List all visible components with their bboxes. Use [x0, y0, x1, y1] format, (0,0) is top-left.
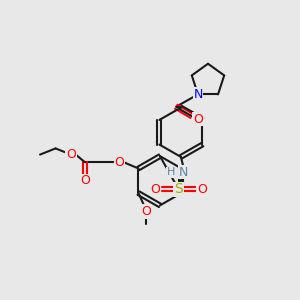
Text: N: N — [193, 88, 203, 101]
Text: S: S — [174, 182, 183, 196]
Text: O: O — [80, 174, 90, 187]
Text: O: O — [193, 112, 203, 125]
Text: O: O — [150, 183, 160, 196]
Text: O: O — [66, 148, 76, 161]
Text: N: N — [178, 166, 188, 179]
Text: O: O — [141, 205, 151, 218]
Text: O: O — [197, 183, 207, 196]
Text: H: H — [167, 167, 175, 177]
Text: O: O — [114, 156, 124, 169]
